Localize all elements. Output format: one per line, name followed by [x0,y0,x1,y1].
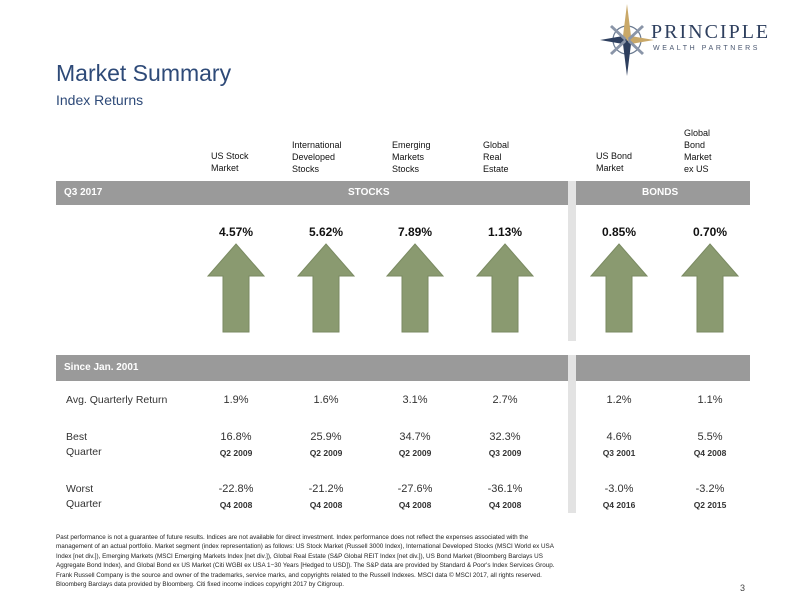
avg-value: 3.1% [402,394,428,406]
quarter-return-global-bond: 0.70% [692,225,728,239]
best-quarter: Q2 2009 [398,448,432,458]
worst-quarter: Q4 2016 [602,500,636,510]
page-subtitle: Index Returns [56,92,144,108]
worst-value: -27.6% [397,483,433,495]
avg-value: 1.9% [223,394,249,406]
up-arrow-icon [475,243,535,333]
worst-quarter: Q2 2015 [693,500,727,510]
up-arrow-icon [589,243,649,333]
quarter-return-real-estate: 1.13% [487,225,523,239]
up-arrow-icon [296,243,356,333]
page-number: 3 [740,583,746,593]
quarter-period-label: Q3 2017 [64,187,103,198]
quarter-return-us-bond: 0.85% [601,225,637,239]
avg-value: 2.7% [492,394,518,406]
row-label-worst: Worst Quarter [66,483,102,510]
page-title: Market Summary [56,60,232,86]
worst-value: -3.2% [695,483,725,495]
quarter-return-intl-developed: 5.62% [308,225,344,239]
stocks-quarter-bar: Q3 2017 STOCKS [56,181,568,205]
quarter-return-us-stock: 4.57% [218,225,254,239]
bonds-quarter-bar: BONDS [576,181,750,205]
column-header-emerging-markets: Emerging Markets Stocks [392,140,431,174]
bonds-group-label: BONDS [642,187,679,198]
best-quarter: Q2 2009 [309,448,343,458]
best-value: 16.8% [220,431,252,443]
row-label-avg: Avg. Quarterly Return [66,394,168,406]
section-divider [568,381,576,513]
quarter-return-emerging: 7.89% [397,225,433,239]
avg-value: 1.6% [313,394,339,406]
best-quarter: Q3 2001 [602,448,636,458]
column-header-global-bond-ex-us: Global Bond Market ex US [684,128,712,174]
best-value: 34.7% [399,431,431,443]
worst-quarter: Q4 2008 [398,500,432,510]
worst-quarter: Q4 2008 [309,500,343,510]
column-header-intl-developed: International Developed Stocks [292,140,342,174]
up-arrow-icon [680,243,740,333]
column-header-global-real-estate: Global Real Estate [483,140,510,174]
up-arrow-icon [206,243,266,333]
worst-value: -21.2% [308,483,344,495]
worst-value: -36.1% [487,483,523,495]
best-quarter: Q2 2009 [219,448,253,458]
row-label-best: Best Quarter [66,431,102,458]
disclaimer-footnote: Past performance is not a guarantee of f… [56,534,555,589]
logo-tagline: WEALTH PARTNERS [653,45,761,52]
worst-value: -22.8% [218,483,254,495]
avg-value: 1.2% [606,394,632,406]
stocks-group-label: STOCKS [348,187,390,198]
up-arrow-icon [385,243,445,333]
best-value: 4.6% [606,431,632,443]
section-divider [568,181,576,341]
avg-value: 1.1% [697,394,723,406]
since-period-label: Since Jan. 2001 [64,362,139,373]
column-header-us-stock: US Stock Market [211,151,249,173]
best-quarter: Q3 2009 [488,448,522,458]
logo-wordmark: PRINCIPLE [651,21,771,43]
worst-quarter: Q4 2008 [219,500,253,510]
best-value: 32.3% [489,431,521,443]
since-bar: Since Jan. 2001 [56,355,568,381]
section-divider [568,355,576,381]
best-value: 25.9% [310,431,342,443]
worst-quarter: Q4 2008 [488,500,522,510]
column-header-us-bond: US Bond Market [596,151,633,173]
best-quarter: Q4 2008 [693,448,727,458]
best-value: 5.5% [697,431,723,443]
compass-star-logo-icon [600,4,654,76]
bonds-since-bar [576,355,750,381]
worst-value: -3.0% [604,483,634,495]
